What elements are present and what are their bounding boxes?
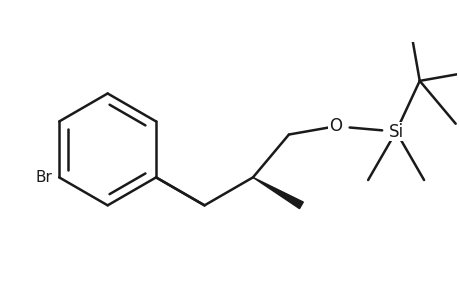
Text: Br: Br	[35, 170, 52, 185]
Polygon shape	[252, 177, 302, 208]
Text: Si: Si	[388, 123, 403, 141]
Text: O: O	[329, 117, 341, 135]
